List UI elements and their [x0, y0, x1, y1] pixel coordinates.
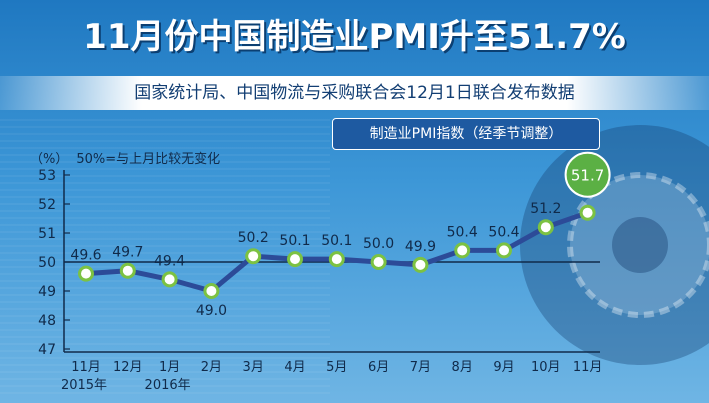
pmi-point [412, 256, 429, 273]
x-year-label: 2015年 [61, 378, 107, 393]
y-tick-label: 47 [38, 342, 56, 358]
pmi-point [328, 251, 345, 268]
pmi-point [287, 251, 303, 268]
data-label: 49.6 [70, 248, 101, 264]
y-tick-label: 53 [38, 168, 56, 184]
data-label: 50.4 [488, 224, 519, 240]
x-tick-label: 12月 [113, 360, 143, 375]
y-tick-label: 50 [38, 255, 56, 271]
pmi-point [579, 204, 596, 221]
x-tick-label: 5月 [326, 360, 347, 375]
reference-note: 50%=与上月比较无变化 [76, 152, 221, 167]
pmi-point [78, 265, 94, 282]
unit-label: （%） [30, 152, 69, 167]
data-label: 49.4 [154, 253, 185, 269]
x-tick-label: 7月 [410, 360, 431, 375]
x-tick-label: 10月 [531, 360, 561, 375]
gear-teeth-icon [567, 172, 709, 318]
subtitle-band [0, 76, 709, 110]
data-label: 50.1 [279, 233, 310, 249]
pmi-point [203, 283, 220, 299]
highlight-bubble [564, 151, 611, 198]
y-tick-label: 51 [38, 226, 56, 242]
data-label: 51.2 [530, 201, 561, 217]
x-tick-label: 2月 [201, 360, 222, 375]
data-label: 50.4 [447, 224, 478, 240]
x-tick-label: 4月 [284, 360, 305, 375]
x-tick-label: 11月 [573, 360, 603, 375]
data-label: 50.1 [321, 233, 352, 249]
pmi-point [119, 262, 136, 279]
y-tick-label: 52 [38, 197, 56, 213]
chart-legend: 制造业PMI指数（经季节调整） [332, 118, 600, 150]
y-tick-label: 49 [38, 284, 56, 300]
gear-hub-icon [612, 217, 668, 273]
pmi-point [496, 242, 512, 259]
pmi-point [537, 219, 554, 236]
x-tick-label: 6月 [368, 360, 389, 375]
pmi-point [245, 248, 262, 265]
data-label-highlight: 51.7 [571, 167, 604, 185]
x-tick-label: 11月 [71, 360, 101, 375]
y-tick-label: 48 [38, 313, 56, 329]
pmi-point [370, 254, 387, 270]
data-label: 49.9 [405, 239, 436, 255]
data-label: 50.2 [238, 230, 269, 246]
x-tick-label: 8月 [452, 360, 473, 375]
x-tick-label: 9月 [493, 360, 514, 375]
x-tick-label: 1月 [159, 360, 180, 375]
x-tick-label: 3月 [243, 360, 264, 375]
data-label: 50.0 [363, 236, 394, 252]
data-label: 49.0 [196, 303, 227, 319]
data-label: 49.7 [112, 245, 143, 261]
page-subtitle: 国家统计局、中国物流与采购联合会12月1日联合发布数据 [134, 83, 575, 103]
x-year-label: 2016年 [145, 378, 191, 393]
chart-note: （%） 50%=与上月比较无变化 [30, 148, 228, 167]
page-title: 11月份中国制造业PMI升至51.7% [83, 17, 626, 57]
pmi-point [454, 242, 471, 259]
pmi-point [161, 271, 178, 288]
